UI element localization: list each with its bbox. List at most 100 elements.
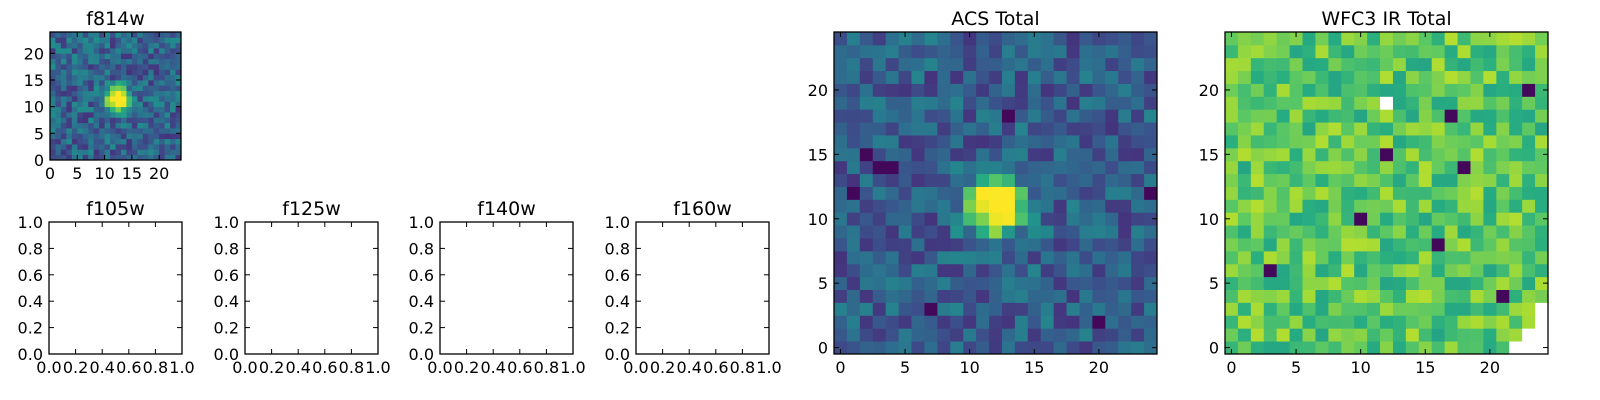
heatmap-cell xyxy=(55,69,62,76)
heatmap-cell xyxy=(1431,109,1446,123)
heatmap-cell xyxy=(1496,263,1510,278)
heatmap-cell xyxy=(1105,122,1119,136)
heatmap-cell xyxy=(1263,341,1278,354)
heatmap-cell xyxy=(911,225,925,239)
heatmap-cell xyxy=(885,160,899,175)
heatmap-cell xyxy=(937,328,951,342)
heatmap-cell xyxy=(911,199,925,213)
heatmap-cell xyxy=(1328,250,1342,265)
heatmap-cell xyxy=(950,83,964,97)
heatmap-cell xyxy=(1367,173,1381,187)
heatmap-cell xyxy=(1263,315,1278,329)
heatmap-cell xyxy=(1225,147,1239,162)
heatmap-cell xyxy=(1444,147,1458,162)
heatmap-cell xyxy=(1289,83,1303,97)
heatmap-cell xyxy=(834,302,848,316)
heatmap-cell xyxy=(859,32,874,46)
heatmap-cell xyxy=(148,85,155,92)
heatmap-cell xyxy=(110,64,116,70)
heatmap-cell xyxy=(989,44,1003,59)
heatmap-cell xyxy=(159,42,166,49)
heatmap-cell xyxy=(148,117,155,124)
heatmap-cell xyxy=(1444,173,1458,187)
heatmap-cell xyxy=(1105,135,1119,149)
heatmap-cell xyxy=(1367,302,1381,316)
heatmap-cell xyxy=(911,147,925,162)
y-tick-label: 0.8 xyxy=(605,239,630,258)
heatmap-cell xyxy=(1315,70,1329,84)
heatmap-cell xyxy=(1092,147,1106,162)
heatmap-cell xyxy=(1014,315,1029,329)
x-tick-label: 15 xyxy=(1024,358,1044,377)
heatmap-cell xyxy=(77,112,84,118)
heatmap-cell xyxy=(115,106,122,113)
heatmap-cell xyxy=(950,122,964,136)
axes-frame xyxy=(833,31,1158,355)
heatmap-cell xyxy=(77,144,84,150)
heatmap-cell xyxy=(898,212,912,226)
heatmap-cell xyxy=(164,64,171,70)
heatmap-cell xyxy=(1118,263,1132,278)
heatmap-cell xyxy=(1380,276,1394,290)
heatmap-cell xyxy=(1405,96,1420,110)
heatmap-cell xyxy=(66,64,73,70)
heatmap-cell xyxy=(924,238,938,252)
heatmap-cell xyxy=(1040,57,1055,72)
heatmap-cell xyxy=(859,328,874,342)
heatmap-cell xyxy=(142,154,149,160)
heatmap-cell xyxy=(71,128,78,134)
heatmap-cell xyxy=(1496,289,1510,303)
heatmap-cell xyxy=(1066,199,1080,213)
heatmap-cell xyxy=(1001,289,1016,303)
heatmap-cell xyxy=(898,96,912,110)
heatmap-cell xyxy=(181,101,187,107)
heatmap-cell xyxy=(71,85,78,92)
heatmap-cell xyxy=(1001,83,1016,97)
heatmap-cell xyxy=(1225,83,1239,97)
heatmap-cell xyxy=(131,112,138,118)
heatmap-cell xyxy=(1367,263,1381,278)
heatmap-cell xyxy=(872,173,887,187)
heatmap-cell xyxy=(1354,341,1368,354)
heatmap-cell xyxy=(937,135,951,149)
heatmap-cell xyxy=(1328,328,1342,342)
x-tick-label: 5 xyxy=(72,164,82,183)
heatmap-cell xyxy=(1027,160,1042,175)
heatmap-cell xyxy=(104,85,111,92)
heatmap-cell xyxy=(1250,302,1265,316)
heatmap-cell xyxy=(1131,250,1145,265)
heatmap-cell xyxy=(1509,109,1523,123)
heatmap-cell xyxy=(1092,341,1106,354)
heatmap-cell xyxy=(60,58,67,65)
heatmap-cell xyxy=(898,173,912,187)
heatmap-cell xyxy=(1392,186,1407,200)
heatmap-cell xyxy=(175,37,181,44)
heatmap-cell xyxy=(1302,328,1316,342)
heatmap-cell xyxy=(1354,302,1368,316)
y-tick-label: 0.6 xyxy=(18,266,43,285)
heatmap-cell xyxy=(950,96,964,110)
heatmap-cell xyxy=(1040,44,1055,59)
heatmap-cell xyxy=(1144,83,1157,97)
heatmap-cell xyxy=(1001,212,1016,226)
heatmap-cell xyxy=(924,83,938,97)
y-tick-label: 0.8 xyxy=(214,239,239,258)
heatmap-cell xyxy=(1014,289,1029,303)
heatmap-cell xyxy=(1483,341,1497,354)
heatmap-cell xyxy=(88,42,95,49)
heatmap-cell xyxy=(1354,263,1368,278)
heatmap-cell xyxy=(1302,225,1316,239)
heatmap-cell xyxy=(1535,263,1548,278)
heatmap-cell xyxy=(846,160,861,175)
heatmap-cell xyxy=(1431,70,1446,84)
heatmap-cell xyxy=(976,122,990,136)
heatmap-cell xyxy=(1276,147,1290,162)
heatmap-cell xyxy=(142,37,149,44)
heatmap-cell xyxy=(1092,173,1106,187)
heatmap-cell xyxy=(82,133,89,140)
heatmap-cell xyxy=(115,80,122,86)
y-tick-label: 1.0 xyxy=(18,213,43,232)
heatmap-cell xyxy=(1263,83,1278,97)
heatmap-cell xyxy=(911,341,925,354)
heatmap-cell xyxy=(88,128,95,134)
